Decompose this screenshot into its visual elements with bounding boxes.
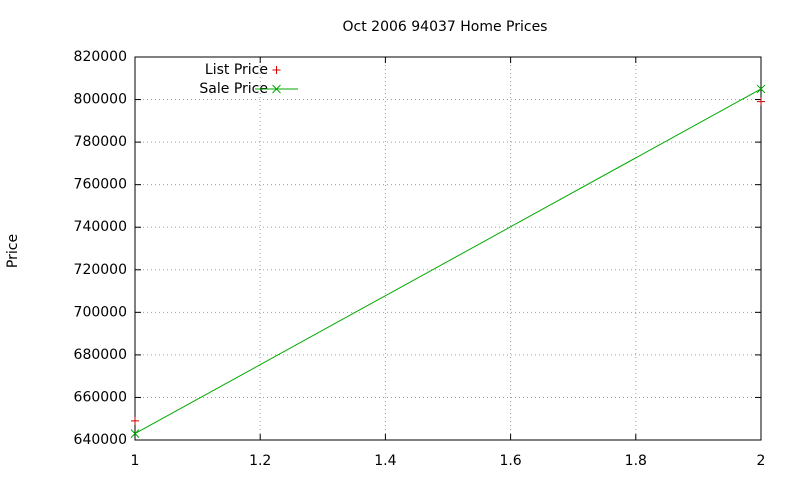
y-tick-label: 780000 xyxy=(74,134,127,150)
data-point xyxy=(130,429,140,438)
plot-border xyxy=(134,56,762,441)
data-point xyxy=(756,84,766,94)
x-tick-label: 2 xyxy=(757,453,766,469)
data-point xyxy=(757,97,765,106)
chart-title: Oct 2006 94037 Home Prices xyxy=(343,19,548,35)
legend-marker xyxy=(272,84,281,94)
y-tick-label: 680000 xyxy=(74,347,127,363)
y-axis-label: Price xyxy=(5,234,21,268)
y-tick-label: 800000 xyxy=(74,92,127,108)
y-tick-label: 720000 xyxy=(74,262,127,278)
x-tick-label: 1.4 xyxy=(374,453,396,469)
y-tick-label: 700000 xyxy=(74,304,127,320)
y-tick-label: 760000 xyxy=(74,177,127,193)
legend-label: Sale Price xyxy=(199,81,268,97)
x-tick-label: 1.8 xyxy=(625,453,647,469)
y-tick-label: 740000 xyxy=(74,219,127,235)
series-line xyxy=(134,88,762,435)
x-tick-label: 1.2 xyxy=(249,453,271,469)
x-tick-label: 1 xyxy=(131,453,140,469)
legend-label: List Price xyxy=(205,62,268,78)
y-tick-label: 820000 xyxy=(74,49,127,65)
legend-marker xyxy=(272,66,281,74)
x-tick-label: 1.6 xyxy=(499,453,521,469)
data-point xyxy=(131,416,139,425)
y-tick-label: 640000 xyxy=(74,432,127,448)
y-tick-label: 660000 xyxy=(74,389,127,405)
